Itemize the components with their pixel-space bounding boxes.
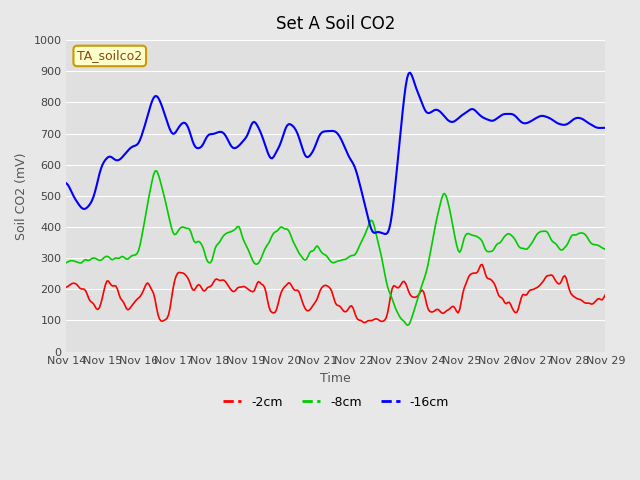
-8cm	[225, 229, 232, 235]
-8cm	[252, 261, 259, 267]
-2cm	[250, 288, 258, 294]
-16cm	[223, 135, 231, 141]
-2cm	[129, 302, 136, 308]
Line: -8cm: -8cm	[67, 171, 605, 325]
-16cm	[129, 144, 136, 150]
-8cm	[243, 243, 250, 249]
-8cm	[129, 252, 136, 258]
-16cm	[574, 115, 582, 121]
-16cm	[382, 231, 390, 237]
-8cm	[152, 168, 160, 174]
-8cm	[602, 246, 609, 252]
-2cm	[241, 284, 249, 290]
-2cm	[574, 296, 582, 302]
-2cm	[223, 281, 231, 287]
Title: Set A Soil CO2: Set A Soil CO2	[276, 15, 396, 33]
-8cm	[403, 322, 411, 328]
-16cm	[250, 119, 258, 125]
Line: -2cm: -2cm	[67, 264, 605, 323]
X-axis label: Time: Time	[321, 372, 351, 385]
Legend: -2cm, -8cm, -16cm: -2cm, -8cm, -16cm	[218, 391, 454, 414]
-2cm	[298, 298, 306, 304]
Y-axis label: Soil CO2 (mV): Soil CO2 (mV)	[15, 152, 28, 240]
-16cm	[298, 144, 306, 150]
-8cm	[63, 260, 70, 265]
-2cm	[361, 320, 369, 325]
-8cm	[300, 256, 307, 262]
-16cm	[602, 125, 609, 131]
-8cm	[574, 231, 582, 237]
-2cm	[602, 292, 609, 298]
-16cm	[406, 70, 414, 75]
-16cm	[241, 136, 249, 142]
-2cm	[63, 284, 70, 290]
Line: -16cm: -16cm	[67, 72, 605, 234]
-16cm	[63, 180, 70, 186]
Text: TA_soilco2: TA_soilco2	[77, 49, 142, 62]
-2cm	[478, 262, 486, 267]
